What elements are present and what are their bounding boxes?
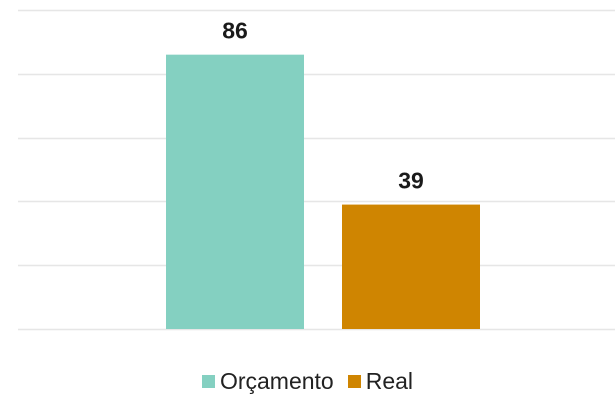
gridlines [18,9,615,331]
legend-label-orcamento: Orçamento [219,368,334,394]
legend-item-orcamento: Orçamento [201,368,334,395]
legend-swatch-orcamento [201,375,215,388]
legend-item-real: Real [347,368,414,395]
bar-orcamento [166,54,304,329]
legend-label-real: Real [365,368,414,394]
legend-swatch-real [347,375,361,388]
data-label-orcamento: 86 [222,18,248,44]
data-label-real: 39 [398,168,424,194]
legend: Orçamento Real [0,368,615,395]
data-labels: 86 39 [222,18,424,194]
bar-real [342,204,480,329]
bars [166,54,480,329]
